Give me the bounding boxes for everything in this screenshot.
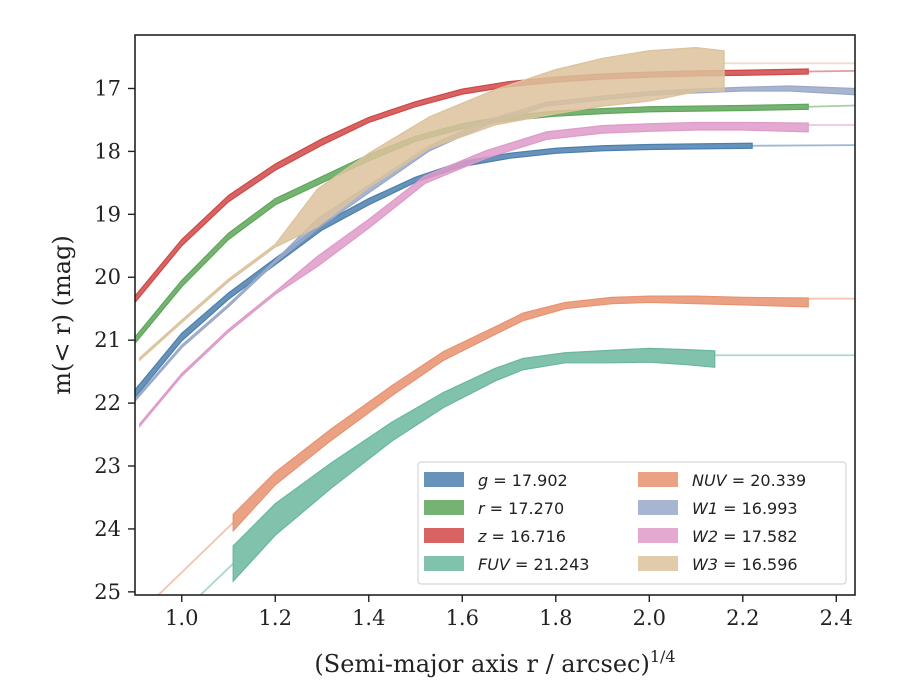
legend-swatch: [638, 556, 678, 571]
legend-swatch: [638, 528, 678, 543]
legend-item-w1: W1 = 16.993: [638, 499, 798, 518]
legend-label: g = 17.902: [478, 471, 568, 490]
legend-item-fuv: FUV = 21.243: [424, 555, 589, 574]
series-z-extension: [808, 69, 855, 73]
x-tick-label: 1.2: [259, 606, 292, 630]
x-tick-label: 2.4: [820, 606, 853, 630]
legend-label: FUV = 21.243: [478, 555, 589, 574]
legend-label: W2 = 17.582: [692, 527, 798, 546]
legend-swatch: [424, 528, 464, 543]
series-g: [135, 142, 855, 399]
series-r-band: [135, 103, 809, 345]
legend-label: z = 16.716: [477, 527, 566, 546]
series-w2: [139, 121, 855, 429]
x-tick-label: 1.0: [165, 606, 198, 630]
legend-item-z: z = 16.716: [424, 527, 566, 546]
y-tick-label: 25: [94, 580, 121, 604]
legend-item-w2: W2 = 17.582: [638, 527, 798, 546]
series-z: [135, 68, 855, 304]
series-w2-band: [139, 121, 809, 429]
legend-frame: [417, 461, 847, 585]
series-fuv-extension-left: [199, 562, 234, 595]
legend-label: W1 = 16.993: [692, 499, 798, 518]
x-tick-label: 2.2: [726, 606, 759, 630]
legend-label: NUV = 20.339: [692, 471, 806, 490]
legend-label: W3 = 16.596: [692, 555, 798, 574]
legend-swatch: [424, 556, 464, 571]
y-tick-label: 20: [94, 265, 121, 289]
series-g-extension: [752, 144, 855, 147]
x-tick-label: 1.4: [352, 606, 385, 630]
y-tick-label: 17: [94, 76, 121, 100]
x-axis-label: (Semi-major axis r / arcsec)1/4: [314, 647, 675, 678]
series-r: [135, 103, 855, 345]
series-z-band: [135, 68, 809, 304]
y-axis: 17 18 19 20 21 22 23 24 25: [94, 76, 135, 604]
legend-item-nuv: NUV = 20.339: [638, 471, 806, 490]
legend-item-r: r = 17.270: [424, 499, 564, 518]
y-tick-label: 24: [94, 517, 121, 541]
legend-swatch: [424, 472, 464, 487]
x-axis-label-superscript: 1/4: [650, 647, 676, 666]
y-tick-label: 18: [94, 139, 121, 163]
series-g-band: [135, 142, 753, 399]
legend-label: r = 17.270: [478, 499, 564, 518]
legend-swatch: [638, 500, 678, 515]
legend-swatch: [638, 472, 678, 487]
legend-item-g: g = 17.902: [424, 471, 568, 490]
series-fuv: [199, 347, 855, 595]
x-tick-label: 1.8: [539, 606, 572, 630]
series-fuv-band: [232, 347, 716, 583]
series-nuv-extension-left: [157, 521, 234, 595]
legend-swatch: [424, 500, 464, 515]
legend-item-w3: W3 = 16.596: [638, 555, 798, 574]
series-layer: [135, 46, 855, 595]
x-axis: 1.0 1.2 1.4 1.6 1.8 2.0 2.2 2.4: [165, 595, 853, 630]
series-w3-band: [139, 46, 725, 362]
y-tick-label: 21: [94, 328, 121, 352]
y-tick-label: 22: [94, 391, 121, 415]
y-tick-label: 19: [94, 202, 121, 226]
series-w1-band: [135, 85, 855, 403]
x-tick-label: 1.6: [446, 606, 479, 630]
series-nuv: [157, 295, 855, 595]
x-tick-label: 2.0: [633, 606, 666, 630]
series-nuv-band: [232, 295, 809, 533]
series-w3: [139, 46, 855, 362]
y-axis-label: m(< r) (mag): [48, 235, 76, 394]
y-tick-label: 23: [94, 454, 121, 478]
legend: g = 17.902 r = 17.270 z = 16.716 FUV = 21.2…: [417, 461, 847, 585]
series-w1: [135, 85, 855, 403]
series-r-extension: [808, 104, 855, 108]
plot-frame: [134, 34, 856, 596]
